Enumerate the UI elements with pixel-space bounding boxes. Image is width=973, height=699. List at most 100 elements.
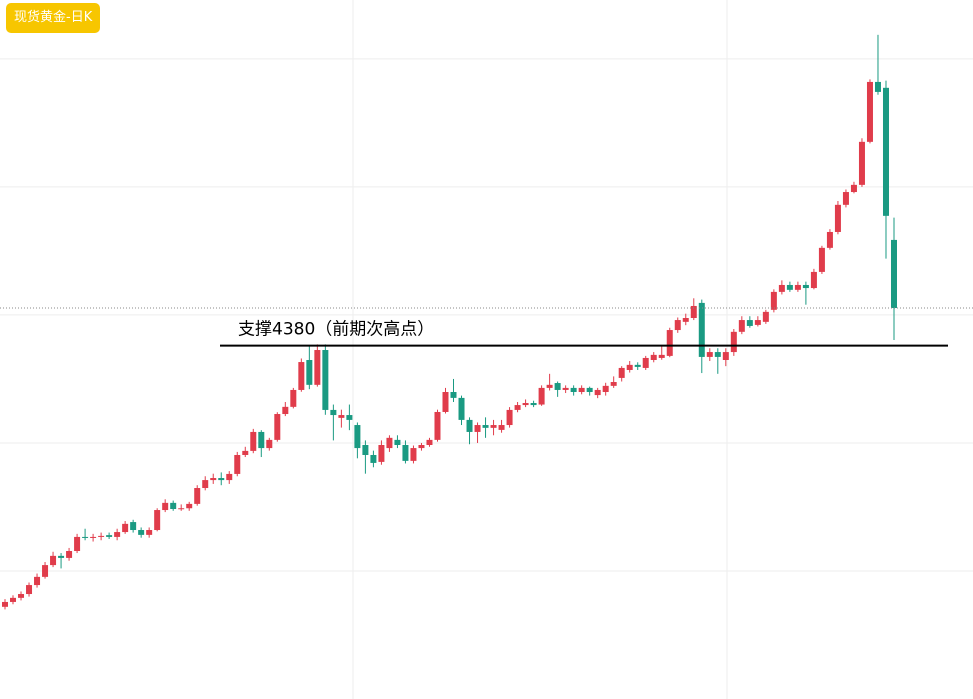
candle-body — [282, 406, 289, 415]
candle-body — [130, 522, 137, 531]
candle-body — [858, 141, 865, 185]
candle-body — [370, 454, 377, 463]
candle-body — [794, 284, 801, 290]
candle-body — [650, 354, 657, 360]
candle-body — [242, 450, 249, 455]
candle-body — [602, 385, 609, 393]
candle-body — [26, 585, 33, 595]
candle-body — [754, 320, 761, 325]
candle-body — [138, 530, 145, 535]
candle-body — [42, 565, 49, 577]
candle-body — [882, 87, 889, 216]
candle-body — [834, 204, 841, 232]
candle-body — [778, 284, 785, 292]
candle-body — [610, 382, 617, 386]
candle-body — [442, 392, 449, 412]
candle-body — [714, 352, 721, 357]
candle-body — [506, 409, 513, 426]
candle-body — [690, 305, 697, 319]
candle-body — [122, 523, 129, 533]
candle-body — [626, 364, 633, 370]
candle-body — [770, 291, 777, 310]
candle-body — [802, 284, 809, 289]
candle-body — [498, 425, 505, 430]
candle-body — [226, 473, 233, 481]
candle-body — [66, 551, 73, 558]
symbol-badge[interactable]: 现货黄金-日K — [6, 3, 101, 33]
candle-body — [586, 387, 593, 393]
candle-body — [106, 535, 113, 537]
candle-body — [666, 330, 673, 356]
candle-body — [114, 532, 121, 537]
candle-body — [482, 425, 489, 428]
candle-body — [866, 81, 873, 142]
candle-body — [2, 601, 8, 607]
candle-body — [810, 271, 817, 289]
candle-body — [218, 478, 225, 481]
candle-body — [850, 184, 857, 193]
candle-body — [458, 397, 465, 420]
candle-body — [394, 439, 401, 446]
candle-body — [402, 445, 409, 461]
candle-body — [186, 503, 193, 509]
candle-body — [386, 437, 393, 449]
candle-body — [74, 536, 81, 552]
candle-body — [210, 478, 217, 481]
candle-body — [346, 415, 353, 420]
candle-body — [378, 445, 385, 462]
candle-body — [618, 367, 625, 378]
candle-body — [530, 403, 537, 406]
candle-body — [874, 81, 881, 92]
candle-body — [410, 448, 417, 461]
candle-body — [634, 364, 641, 367]
candle-body — [50, 555, 57, 566]
candle-body — [826, 231, 833, 248]
candle-body — [818, 247, 825, 272]
candle-body — [674, 320, 681, 331]
candle-body — [34, 576, 41, 586]
candle-body — [234, 454, 241, 474]
candle-body — [418, 445, 425, 449]
candle-body — [594, 389, 601, 396]
candle-body — [546, 384, 553, 388]
candle-body — [490, 425, 497, 428]
candle-body — [90, 536, 97, 538]
candle-body — [426, 439, 433, 446]
candle-body — [178, 508, 185, 510]
candle-body — [250, 431, 257, 451]
candle-body — [338, 415, 345, 418]
candle-body — [306, 359, 313, 385]
candle-body — [698, 302, 705, 357]
candle-body — [82, 536, 89, 538]
candle-body — [98, 535, 105, 537]
candle-body — [154, 510, 161, 531]
candle-body — [538, 387, 545, 405]
candle-body — [570, 387, 577, 393]
candle-body — [514, 405, 521, 410]
candle-body — [202, 480, 209, 489]
candle-body — [706, 352, 713, 357]
candle-body — [658, 354, 665, 358]
candle-body — [578, 387, 585, 393]
candle-body — [266, 439, 273, 449]
candle-body — [642, 357, 649, 368]
candle-body — [522, 403, 529, 406]
candle-body — [362, 445, 369, 455]
candle-body — [434, 411, 441, 440]
candle-body — [162, 502, 169, 511]
candle-body — [738, 320, 745, 332]
candle-body — [562, 387, 569, 390]
candle-body — [554, 383, 561, 390]
candle-body — [682, 318, 689, 322]
candle-body — [58, 555, 65, 558]
candle-body — [194, 488, 201, 504]
candle-body — [730, 331, 737, 353]
candle-body — [786, 284, 793, 290]
candle-body — [322, 350, 329, 410]
candle-body — [762, 311, 769, 322]
candle-body — [274, 414, 281, 440]
candle-body — [330, 409, 337, 416]
candle-body — [746, 320, 753, 326]
